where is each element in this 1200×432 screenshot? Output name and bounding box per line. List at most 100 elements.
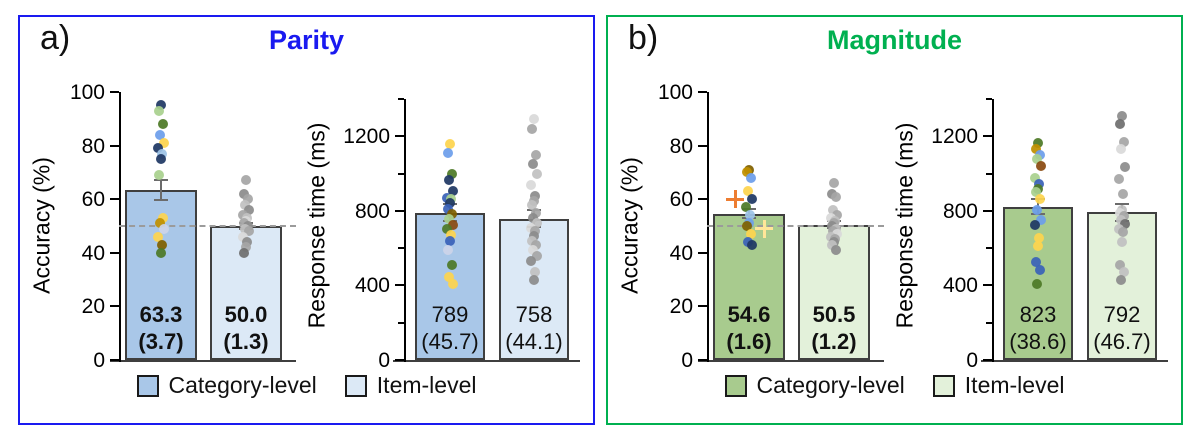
participant-dot xyxy=(1116,274,1126,285)
y-minor-tick xyxy=(986,97,992,100)
legend-item-category-level: Category-level xyxy=(136,372,317,399)
participant-dot xyxy=(1117,110,1127,121)
panel-label: a) xyxy=(40,19,71,57)
bar-mean-label: 789 xyxy=(431,302,469,327)
participant-dot xyxy=(445,235,455,246)
participant-dot xyxy=(1120,218,1130,229)
participant-dot xyxy=(156,247,166,258)
bar-se-label: (3.7) xyxy=(138,329,184,354)
panel-parity: a) Parity 0 20 40 60 80 100 Accuracy (%) 63.3 (3… xyxy=(18,15,595,425)
participant-dot xyxy=(1119,136,1129,147)
participant-dot xyxy=(831,191,841,202)
y-axis-line xyxy=(119,92,121,362)
participant-dot xyxy=(443,203,453,214)
y-tick-label: 20 xyxy=(669,295,693,319)
y-tick-label: 400 xyxy=(354,274,390,298)
participant-dot xyxy=(1030,173,1040,184)
y-tick-label: 20 xyxy=(81,295,105,319)
participant-dot xyxy=(448,219,458,230)
participant-dot xyxy=(244,204,254,215)
participant-dot xyxy=(153,143,163,154)
participant-dot xyxy=(444,214,454,225)
participant-dot xyxy=(241,175,251,186)
y-tick xyxy=(698,359,707,361)
participant-dot xyxy=(741,202,751,213)
participant-dot xyxy=(156,154,166,164)
item-level-swatch xyxy=(932,374,955,397)
x-axis-line xyxy=(393,360,580,362)
y-minor-tick xyxy=(986,321,992,324)
participant-dot xyxy=(746,172,756,183)
participant-dot xyxy=(157,148,167,159)
participant-dot xyxy=(1116,144,1126,155)
participant-dot xyxy=(157,239,167,250)
y-tick-label: 80 xyxy=(81,134,105,158)
y-axis-line xyxy=(404,99,406,362)
participant-dot xyxy=(746,229,756,240)
participant-dot xyxy=(832,210,842,221)
y-tick-label: 0 xyxy=(93,349,105,372)
y-tick xyxy=(983,359,992,361)
participant-dot xyxy=(154,170,164,181)
bar-se-label: (46.7) xyxy=(1093,329,1151,354)
item-level-swatch xyxy=(344,374,367,397)
participant-dot xyxy=(742,221,752,231)
participant-dot xyxy=(1035,264,1045,275)
category-level-swatch xyxy=(724,374,747,397)
y-axis-title: Response time (ms) xyxy=(891,122,918,329)
participant-dot xyxy=(1119,267,1129,278)
participant-dot xyxy=(1034,232,1044,243)
y-tick-label: 60 xyxy=(669,188,693,212)
x-axis-line xyxy=(698,360,884,362)
participant-dot xyxy=(529,114,539,125)
participant-dot xyxy=(244,226,254,237)
y-tick-label: 40 xyxy=(669,241,693,265)
participant-dot xyxy=(1030,219,1040,230)
y-tick-label: 400 xyxy=(942,274,978,298)
legend-item-category-level: Category-level xyxy=(724,372,905,399)
y-axis-line xyxy=(707,92,709,362)
participant-dot xyxy=(747,239,757,250)
participant-dot xyxy=(447,259,457,270)
participant-dot xyxy=(527,123,537,134)
y-axis-line xyxy=(992,99,994,362)
participant-dot xyxy=(532,217,542,228)
participant-dot xyxy=(1033,137,1043,148)
y-minor-tick xyxy=(398,247,404,250)
y-tick-label: 80 xyxy=(669,134,693,158)
participant-dot xyxy=(531,207,541,218)
y-tick xyxy=(395,135,404,138)
participant-dot xyxy=(158,212,168,223)
x-axis-line xyxy=(110,360,296,362)
participant-dot xyxy=(530,267,540,278)
participant-dot xyxy=(154,105,164,116)
participant-dot xyxy=(443,147,453,158)
legend: Category-level Item-level xyxy=(20,372,593,399)
response-time-chart: 0 400 800 1200 Response time (ms) 823 (38.6) 79… xyxy=(608,17,1181,423)
y-minor-tick xyxy=(986,172,992,175)
legend-label: Item-level xyxy=(964,372,1065,398)
y-tick-label: 1200 xyxy=(931,125,978,149)
y-minor-tick xyxy=(398,321,404,324)
participant-dot xyxy=(158,119,168,130)
y-tick xyxy=(395,284,404,287)
error-bar xyxy=(160,180,162,201)
participant-dot xyxy=(1031,257,1041,268)
y-tick-label: 800 xyxy=(942,199,978,223)
y-tick xyxy=(983,135,992,138)
y-tick xyxy=(110,359,119,361)
y-tick xyxy=(983,209,992,212)
bar-se-label: (38.6) xyxy=(1009,329,1067,354)
bar-mean-label: 63.3 xyxy=(139,302,183,327)
legend-label: Category-level xyxy=(756,372,905,398)
y-tick xyxy=(110,251,119,254)
legend-label: Item-level xyxy=(376,372,477,398)
participant-dot xyxy=(526,256,536,267)
participant-dot xyxy=(159,223,169,234)
participant-dot xyxy=(239,188,249,199)
participant-dot xyxy=(527,200,537,211)
panel-label: b) xyxy=(628,19,659,57)
y-tick-label: 0 xyxy=(966,349,978,372)
panel-title: Magnitude xyxy=(827,25,962,55)
